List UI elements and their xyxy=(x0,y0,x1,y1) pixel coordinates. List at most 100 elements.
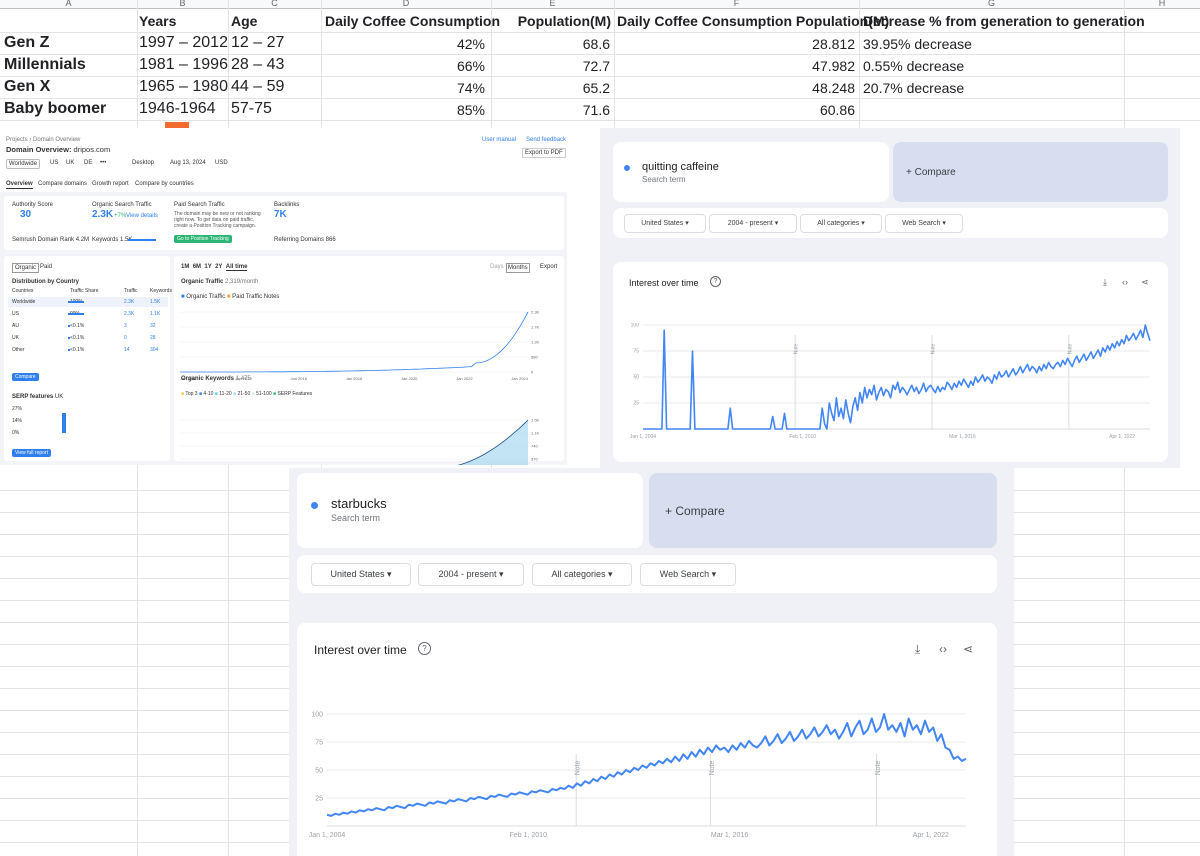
cell-gen[interactable]: Millennials xyxy=(4,56,86,73)
cell-population[interactable]: 72.7 xyxy=(582,58,610,74)
header-population[interactable]: Population(M) xyxy=(517,13,611,29)
category-dropdown[interactable]: All categories ▾ xyxy=(800,214,882,233)
filter-device[interactable]: Desktop xyxy=(132,160,155,166)
range-2y[interactable]: 2Y xyxy=(215,264,223,270)
export-button[interactable]: Export xyxy=(540,264,558,270)
cell-consumption-pop[interactable]: 28.812 xyxy=(812,36,855,52)
share-icon[interactable]: ⋖ xyxy=(1141,277,1149,287)
cell-population[interactable]: 68.6 xyxy=(582,36,610,52)
header-years[interactable]: Years xyxy=(139,13,177,29)
cell-gen[interactable]: Baby boomer xyxy=(4,100,107,117)
dist-row-col-0[interactable]: Other xyxy=(12,347,25,353)
cell-decrease[interactable]: 20.7% decrease xyxy=(863,80,965,96)
user-manual-link[interactable]: User manual xyxy=(482,137,517,143)
send-feedback-link[interactable]: Send feedback xyxy=(526,137,567,143)
cell-consumption[interactable]: 74% xyxy=(456,80,485,96)
search-type-dropdown[interactable]: Web Search ▾ xyxy=(640,563,736,586)
filter-uk[interactable]: UK xyxy=(66,160,75,166)
range-6m[interactable]: 6M xyxy=(192,264,202,270)
legend-11-20[interactable]: 11-20 xyxy=(219,391,232,397)
category-dropdown[interactable]: All categories ▾ xyxy=(532,563,632,586)
cell-gen[interactable]: Gen Z xyxy=(4,34,50,51)
months-toggle[interactable]: Months xyxy=(506,263,530,273)
search-term[interactable]: starbucks xyxy=(331,496,387,511)
cell-years[interactable]: 1965 – 1980 xyxy=(139,78,228,95)
range-1m[interactable]: 1M xyxy=(181,264,190,270)
tab-overview[interactable]: Overview xyxy=(6,181,33,189)
compare-button[interactable]: + Compare xyxy=(906,167,956,178)
filter-us[interactable]: US xyxy=(50,160,59,166)
search-term[interactable]: quitting caffeine xyxy=(642,161,719,173)
cell-gen[interactable]: Gen X xyxy=(4,78,51,95)
search-term-card[interactable] xyxy=(297,473,643,548)
filter-de[interactable]: DE xyxy=(84,160,93,166)
header-age[interactable]: Age xyxy=(231,13,258,29)
dist-row-col-0[interactable]: AU xyxy=(12,323,19,329)
cell-age[interactable]: 28 – 43 xyxy=(231,56,285,73)
dist-row-col-2[interactable]: 0 xyxy=(124,335,127,341)
download-icon[interactable]: ⤓ xyxy=(915,642,921,656)
compare-button[interactable]: + Compare xyxy=(665,504,725,518)
dist-row-col-3[interactable]: 28 xyxy=(150,335,156,341)
filter-more[interactable]: ••• xyxy=(100,160,107,166)
time-dropdown[interactable]: 2004 - present ▾ xyxy=(418,563,524,586)
paid-tab[interactable]: Paid xyxy=(40,264,53,270)
embed-icon[interactable]: ‹› xyxy=(939,642,947,656)
dist-row-col-2[interactable]: 2.3K xyxy=(124,299,135,305)
dist-row-col-3[interactable]: 1.1K xyxy=(150,311,161,317)
cell-consumption[interactable]: 66% xyxy=(456,58,485,74)
organic-traffic-value[interactable]: 2.3K xyxy=(92,209,114,220)
tab-growth-report[interactable]: Growth report xyxy=(92,181,129,187)
time-dropdown[interactable]: 2004 - present ▾ xyxy=(709,214,797,233)
backlinks-value[interactable]: 7K xyxy=(274,209,287,220)
filter-currency[interactable]: USD xyxy=(215,160,228,166)
column-header-e[interactable]: E xyxy=(491,0,614,9)
cell-age[interactable]: 44 – 59 xyxy=(231,78,285,95)
cell-age[interactable]: 12 – 27 xyxy=(231,34,285,51)
header-decrease[interactable]: Decrease % from generation to generation xyxy=(863,13,1145,29)
column-header-d[interactable]: D xyxy=(321,0,491,9)
cell-population[interactable]: 71.6 xyxy=(582,102,610,118)
compare-card[interactable] xyxy=(893,142,1168,202)
dist-row-col-3[interactable]: 32 xyxy=(150,323,156,329)
days-toggle[interactable]: Days xyxy=(490,264,504,270)
view-details-link[interactable]: View details xyxy=(126,213,158,219)
go-position-tracking-button[interactable]: Go to Position Tracking xyxy=(174,235,232,243)
tab-compare-domains[interactable]: Compare domains xyxy=(38,181,88,187)
cell-consumption-pop[interactable]: 60.86 xyxy=(819,102,855,118)
legend-paid[interactable]: Paid Traffic xyxy=(232,294,263,300)
legend-51-100[interactable]: 51-100 xyxy=(256,391,272,397)
dist-row-col-3[interactable]: 304 xyxy=(150,347,159,353)
authority-score-value[interactable]: 30 xyxy=(20,209,32,220)
column-header-c[interactable]: C xyxy=(228,0,321,9)
download-icon[interactable]: ⤓ xyxy=(1103,277,1107,287)
compare-card[interactable] xyxy=(649,473,997,548)
legend-4-10[interactable]: 4-10 xyxy=(203,391,214,397)
column-header-f[interactable]: F xyxy=(614,0,859,9)
column-header-g[interactable]: G xyxy=(859,0,1124,9)
help-icon[interactable]: ? xyxy=(418,642,431,655)
cell-years[interactable]: 1997 – 2012 xyxy=(139,34,228,51)
cell-consumption[interactable]: 85% xyxy=(456,102,485,118)
cell-years[interactable]: 1946-1964 xyxy=(139,100,216,117)
legend-organic[interactable]: Organic Traffic xyxy=(186,294,226,300)
header-daily-consumption[interactable]: Daily Coffee Consumption xyxy=(325,13,501,29)
share-icon[interactable]: ⋖ xyxy=(963,642,974,656)
legend-notes[interactable]: Notes xyxy=(263,294,280,300)
column-header-a[interactable]: A xyxy=(0,0,137,9)
breadcrumb-projects[interactable]: Projects xyxy=(6,137,28,143)
cell-consumption[interactable]: 42% xyxy=(456,36,485,52)
cell-population[interactable]: 65.2 xyxy=(582,80,610,96)
filter-date[interactable]: Aug 13, 2024 xyxy=(170,160,206,166)
search-term-card[interactable] xyxy=(613,142,889,202)
organic-tab[interactable]: Organic xyxy=(12,263,40,273)
cell-years[interactable]: 1981 – 1996 xyxy=(139,56,228,73)
column-header-h[interactable]: H xyxy=(1124,0,1200,9)
legend-top3[interactable]: Top 3 xyxy=(185,391,198,397)
help-icon[interactable]: ? xyxy=(710,276,721,287)
cell-decrease[interactable]: 0.55% decrease xyxy=(863,58,965,74)
dist-row-col-2[interactable]: 3 xyxy=(124,323,127,329)
cell-age[interactable]: 57-75 xyxy=(231,100,272,117)
dist-row-col-3[interactable]: 1.5K xyxy=(150,299,161,305)
export-pdf-button[interactable]: Export to PDF xyxy=(522,148,566,158)
